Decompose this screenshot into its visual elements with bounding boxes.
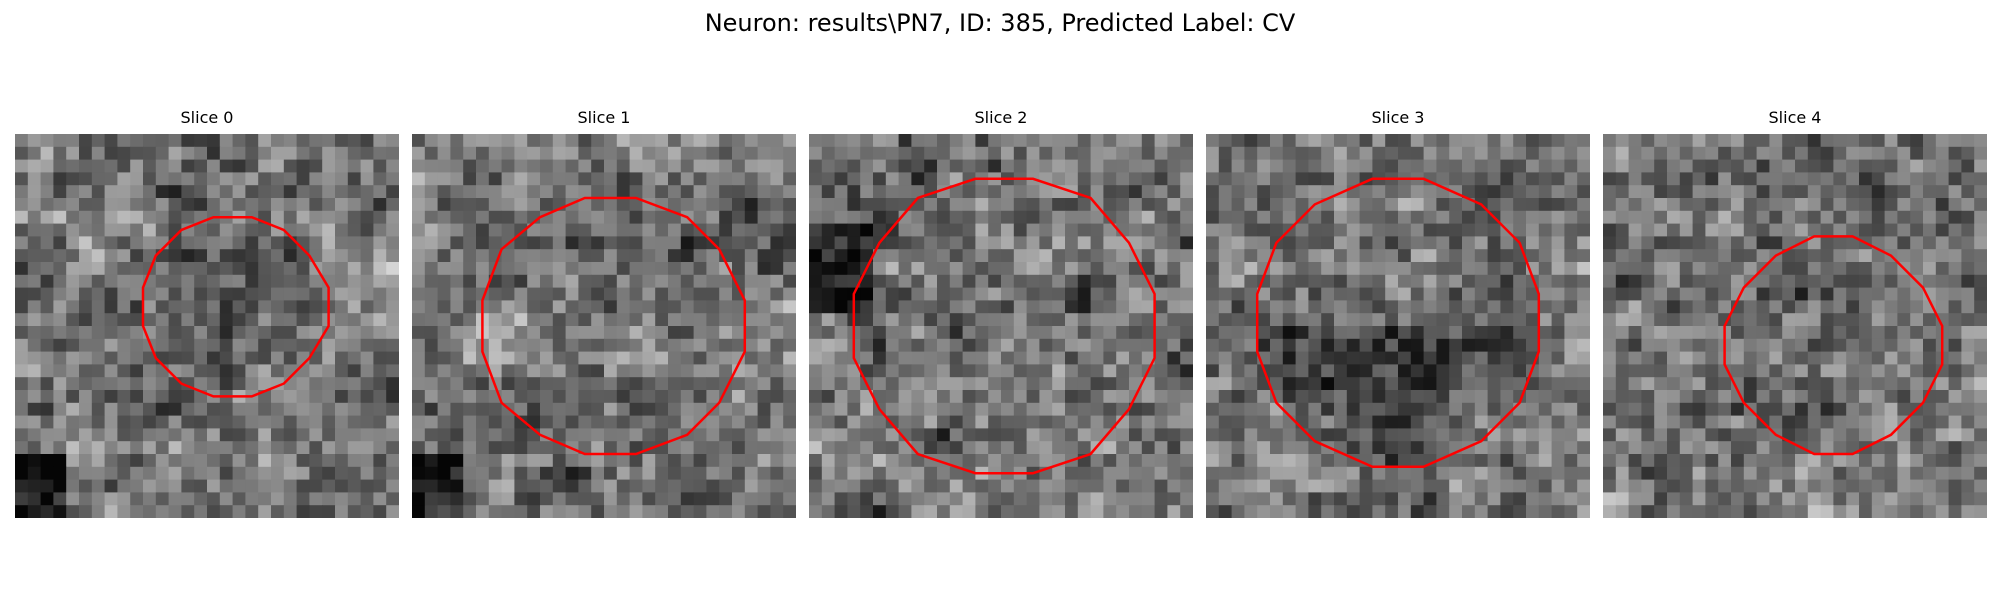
slice-image (1206, 134, 1590, 518)
slice-title: Slice 2 (974, 108, 1028, 127)
pixel-grid (15, 134, 399, 518)
slice-panel-3: Slice 3 (1206, 108, 1590, 518)
pixel-grid (1206, 134, 1590, 518)
slice-title: Slice 4 (1768, 108, 1822, 127)
neuron-contour (1255, 177, 1541, 469)
pixel-grid (809, 134, 1193, 518)
slice-panel-0: Slice 0 (15, 108, 399, 518)
slice-image (412, 134, 796, 518)
slice-title: Slice 0 (180, 108, 234, 127)
slice-image (809, 134, 1193, 518)
pixel-grid (412, 134, 796, 518)
pixel-grid (1603, 134, 1987, 518)
slice-panel-1: Slice 1 (412, 108, 796, 518)
slice-image (1603, 134, 1987, 518)
slice-title: Slice 1 (577, 108, 631, 127)
slice-panel-4: Slice 4 (1603, 108, 1987, 518)
neuron-contour (1723, 235, 1944, 456)
figure-title: Neuron: results\PN7, ID: 385, Predicted … (704, 9, 1296, 37)
slice-title: Slice 3 (1371, 108, 1425, 127)
neuron-contour (481, 196, 747, 456)
neuron-contour (852, 177, 1156, 475)
slice-image (15, 134, 399, 518)
neuron-contour (141, 215, 330, 398)
slice-panel-2: Slice 2 (809, 108, 1193, 518)
